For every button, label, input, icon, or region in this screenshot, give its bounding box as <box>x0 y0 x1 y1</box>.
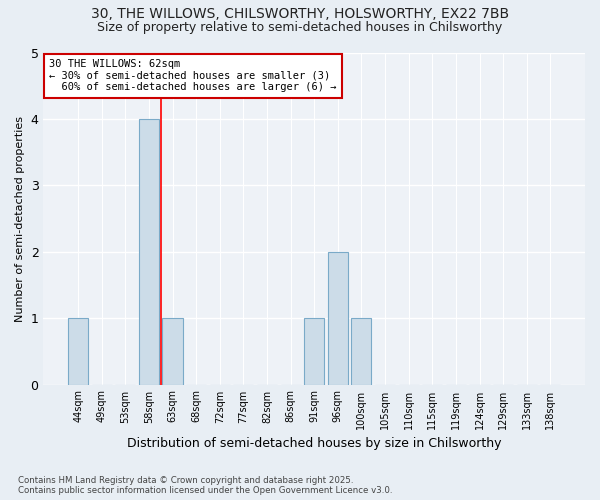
Bar <box>304 318 324 384</box>
X-axis label: Distribution of semi-detached houses by size in Chilsworthy: Distribution of semi-detached houses by … <box>127 437 502 450</box>
Text: 30, THE WILLOWS, CHILSWORTHY, HOLSWORTHY, EX22 7BB: 30, THE WILLOWS, CHILSWORTHY, HOLSWORTHY… <box>91 8 509 22</box>
Text: Size of property relative to semi-detached houses in Chilsworthy: Size of property relative to semi-detach… <box>97 21 503 34</box>
Text: 30 THE WILLOWS: 62sqm
← 30% of semi-detached houses are smaller (3)
  60% of sem: 30 THE WILLOWS: 62sqm ← 30% of semi-deta… <box>49 59 337 92</box>
Bar <box>163 318 182 384</box>
Bar <box>68 318 88 384</box>
Bar <box>352 318 371 384</box>
Bar <box>139 119 159 384</box>
Bar <box>328 252 348 384</box>
Text: Contains HM Land Registry data © Crown copyright and database right 2025.
Contai: Contains HM Land Registry data © Crown c… <box>18 476 392 495</box>
Y-axis label: Number of semi-detached properties: Number of semi-detached properties <box>15 116 25 322</box>
